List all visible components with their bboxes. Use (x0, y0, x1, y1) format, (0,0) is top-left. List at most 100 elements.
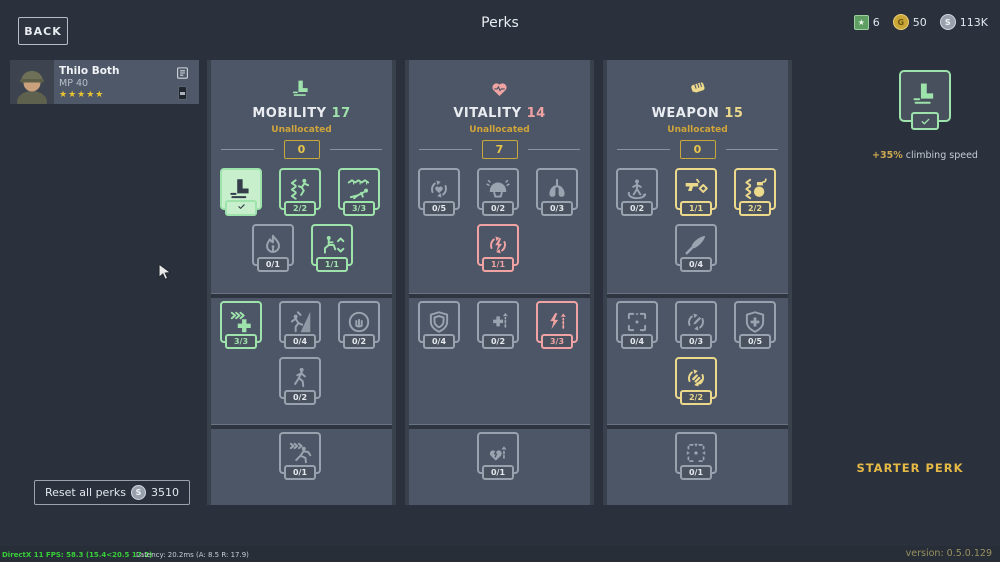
crosshair-triangles-icon (683, 440, 709, 466)
perk-helmet[interactable]: 0/2 (477, 168, 519, 216)
silver-coin-icon: S (939, 14, 956, 30)
crouch-toggle-icon (319, 232, 345, 258)
perk-crouch-toggle[interactable]: 1/1 (310, 224, 353, 272)
climb-wall-icon (287, 309, 313, 335)
unallocated-label: Unallocated (271, 125, 332, 135)
perk-grenade-chevrons[interactable]: 2/2 (734, 168, 776, 216)
perk-knife[interactable]: 0/4 (675, 224, 717, 272)
perk-rank-count: 0/1 (482, 465, 514, 480)
perk-section: 0/1 (211, 429, 392, 505)
perk-shield-plus[interactable]: 0/5 (734, 301, 776, 349)
helmet-icon (485, 176, 511, 202)
perk-sneak-walk[interactable]: 0/2 (279, 357, 321, 405)
grenade-chevrons-icon (742, 176, 768, 202)
perk-column-vitality: VITALITY 14 Unallocated 7 0/5 0/2 0/3 1/1 0/4 0/… (405, 60, 594, 505)
perk-jump-chevrons[interactable]: 2/2 (279, 168, 321, 216)
unallocated-label: Unallocated (469, 125, 530, 135)
perk-rank-count: 3/3 (225, 334, 257, 349)
perk-crosshair-triangles[interactable]: 0/1 (675, 432, 717, 480)
reset-label: Reset all perks (45, 486, 126, 499)
allocation-row: 0 (211, 140, 392, 159)
perk-rank-count: 0/5 (739, 334, 771, 349)
soldier-stars: ★★★★★ (59, 89, 105, 100)
perk-section: 3/3 0/4 0/2 0/2 (211, 298, 392, 425)
column-header-vitality: VITALITY 14 Unallocated 7 (409, 60, 590, 165)
soldier-card[interactable]: Thilo Both MP 40 ★★★★★ (10, 60, 199, 113)
perk-section: 0/1 (409, 429, 590, 505)
event-card-icon: ★ (853, 14, 869, 30)
perk-climbing-boot[interactable] (220, 168, 262, 216)
sprint-chevrons-icon (287, 440, 313, 466)
perk-rank-count: 2/2 (739, 201, 771, 216)
divider (617, 149, 670, 150)
perk-health-up[interactable]: 0/2 (477, 301, 519, 349)
perk-spin-person[interactable]: 0/2 (616, 168, 658, 216)
perk-grip-circle[interactable]: 0/2 (338, 301, 380, 349)
allocation-row: 7 (409, 140, 590, 159)
perk-rank-count: 1/1 (482, 257, 514, 272)
reset-all-perks-button[interactable]: Reset all perks S 3510 (34, 480, 190, 505)
perk-rank-count: 0/1 (284, 465, 316, 480)
perk-section: 0/5 0/2 0/3 1/1 (409, 165, 590, 294)
perk-rank-count: 2/2 (680, 390, 712, 405)
perk-bullets-cycle[interactable]: 2/2 (675, 357, 717, 405)
check-icon (225, 200, 257, 216)
perk-bolt-cycle[interactable]: 1/1 (477, 224, 519, 272)
unallocated-count: 7 (481, 140, 518, 159)
perk-bolt-up[interactable]: 3/3 (536, 301, 578, 349)
mouse-cursor (158, 262, 172, 286)
roster-list-icon[interactable] (176, 65, 189, 84)
back-button[interactable]: BACK (18, 17, 68, 45)
footer-strip (0, 546, 1000, 562)
perk-climb-wall[interactable]: 0/4 (279, 301, 321, 349)
perk-rank-count: 3/3 (541, 334, 573, 349)
perk-rank-count: 3/3 (343, 201, 375, 216)
perk-rank-count: 0/2 (482, 201, 514, 216)
climbing-boot-icon (291, 78, 312, 99)
heart-bolt-up-icon (485, 440, 511, 466)
perk-flame-figure[interactable]: 0/1 (251, 224, 294, 272)
perk-rank-count: 0/1 (680, 465, 712, 480)
bullet-cycle-icon (683, 309, 709, 335)
perk-rank-count: 0/4 (284, 334, 316, 349)
perk-rank-count: 0/4 (423, 334, 455, 349)
perk-rank-count: 0/4 (680, 257, 712, 272)
perk-heart-cycle[interactable]: 0/5 (418, 168, 460, 216)
allocation-row: 0 (607, 140, 788, 159)
perk-crawl-wire[interactable]: 3/3 (338, 168, 380, 216)
silver-coin-icon: S (130, 485, 146, 500)
soldier-portrait (10, 60, 54, 113)
divider (527, 149, 580, 150)
divider (419, 149, 472, 150)
perk-rank-count: 0/3 (541, 201, 573, 216)
selected-perk-description: +35% climbing speed (860, 150, 990, 161)
debug-fps-text: DirectX 11 FPS: 58.3 (15.4<20.5 17.2) (2, 551, 153, 559)
column-points: 14 (526, 106, 546, 121)
flame-figure-icon (260, 232, 286, 258)
perk-lungs[interactable]: 0/3 (536, 168, 578, 216)
column-points: 15 (724, 106, 744, 121)
currency-silver: S 113K (939, 14, 988, 30)
lungs-icon (544, 176, 570, 202)
climbing-boot-icon (228, 176, 254, 202)
version-text: version: 0.5.0.129 (905, 548, 992, 559)
perk-rank-count: 0/5 (423, 201, 455, 216)
perk-shield[interactable]: 0/4 (418, 301, 460, 349)
pistol-diamond-icon (683, 176, 709, 202)
climbing-boot-icon (911, 80, 939, 112)
perk-rank-count: 1/1 (680, 201, 712, 216)
perk-crosshair[interactable]: 0/4 (616, 301, 658, 349)
perk-sprint-chevrons[interactable]: 0/1 (279, 432, 321, 480)
perk-heart-bolt-up[interactable]: 0/1 (477, 432, 519, 480)
grip-circle-icon (346, 309, 372, 335)
perk-bullet-cycle[interactable]: 0/3 (675, 301, 717, 349)
currency-event-cards: ★ 6 (853, 14, 880, 30)
column-title: VITALITY 14 (453, 106, 546, 121)
perk-section: 0/2 1/1 2/2 0/4 (607, 165, 788, 294)
column-title: MOBILITY 17 (252, 106, 351, 121)
perk-speed-plus[interactable]: 3/3 (220, 301, 262, 349)
bolt-cycle-icon (485, 232, 511, 258)
perk-columns: MOBILITY 17 Unallocated 0 2/2 3/3 0/1 1/1 3/3 0/… (207, 60, 792, 505)
perk-pistol-diamond[interactable]: 1/1 (675, 168, 717, 216)
soldier-weapon: MP 40 (59, 78, 89, 89)
